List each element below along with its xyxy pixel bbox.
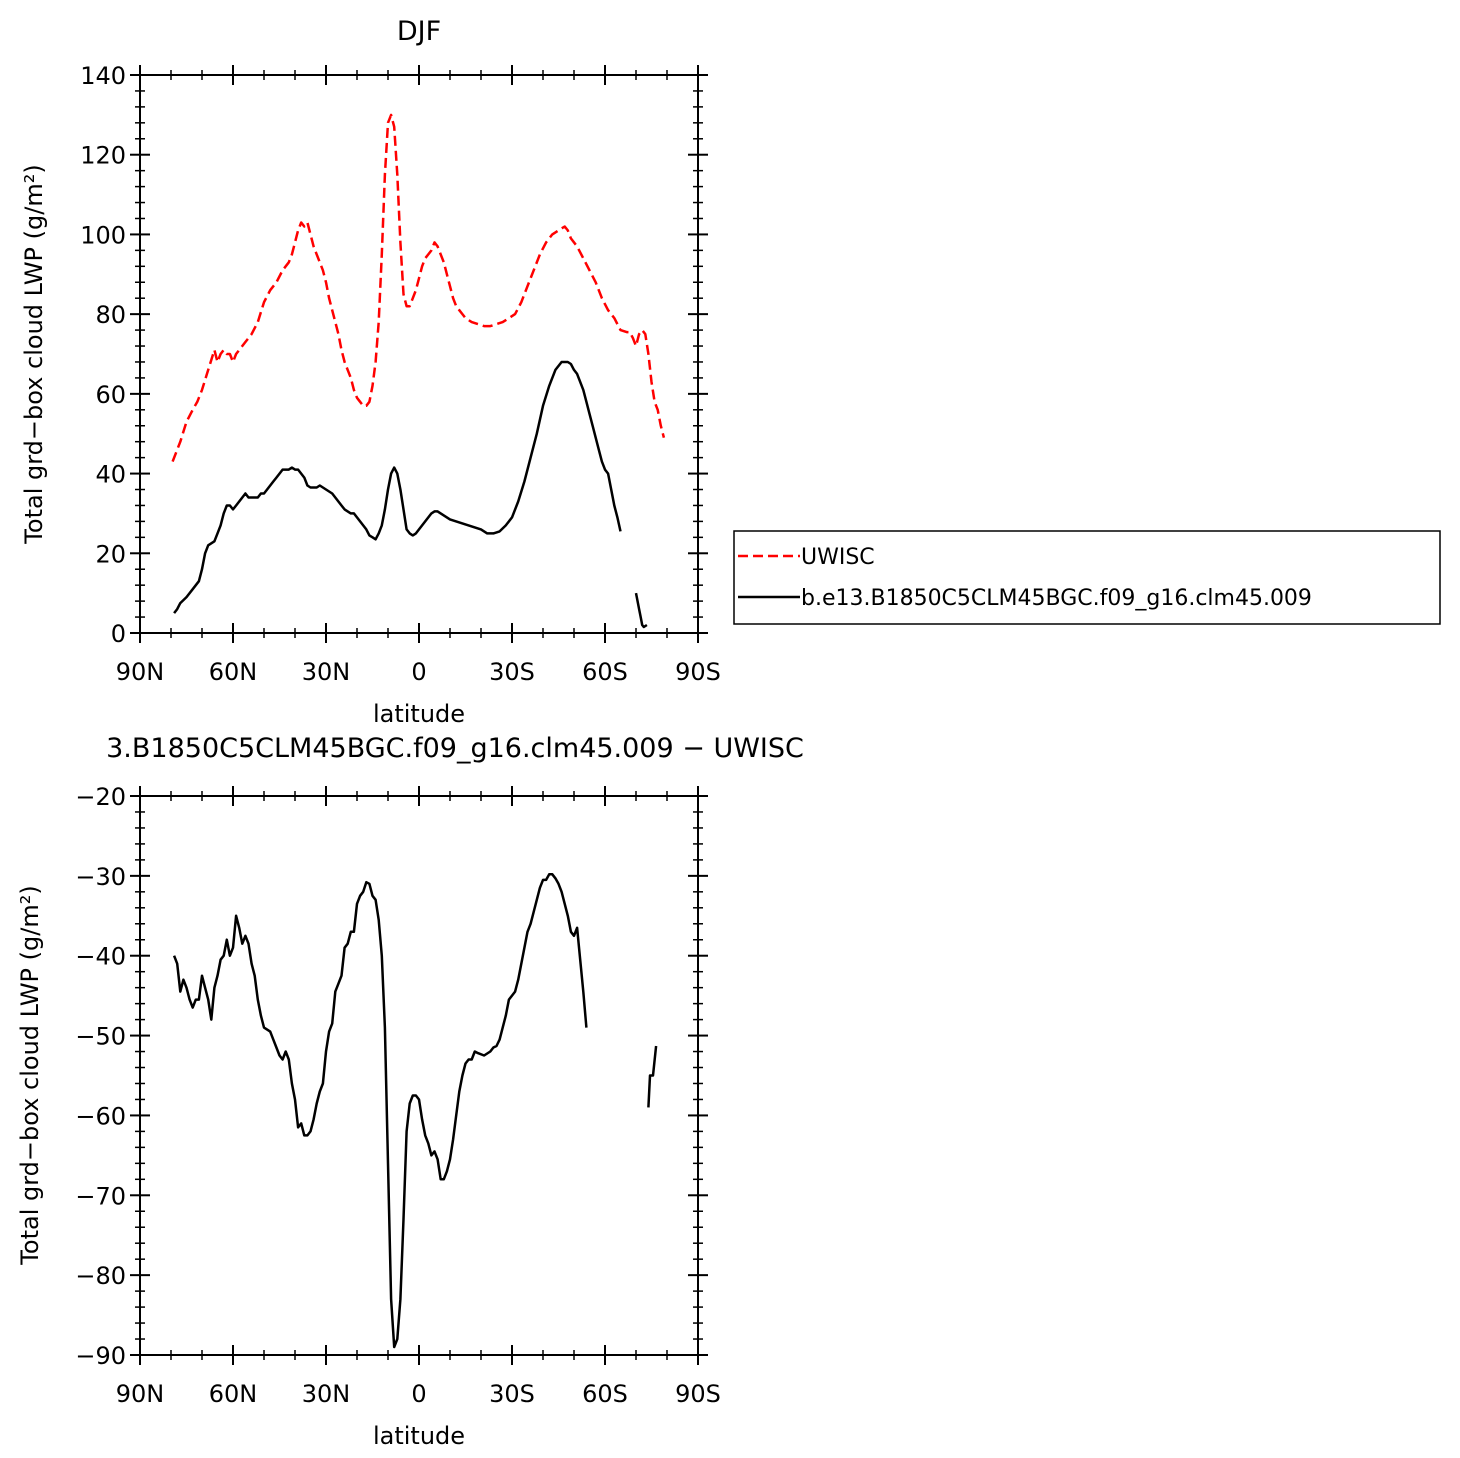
top-chart-xlabel: latitude xyxy=(373,700,465,728)
bottom-x-tick-label: 0 xyxy=(411,1380,426,1408)
top-x-tick-label: 90S xyxy=(675,658,721,686)
top-y-tick-label: 120 xyxy=(80,142,126,170)
bottom-series-line-0 xyxy=(172,873,588,1349)
bottom-chart-ticks xyxy=(130,786,708,1365)
bottom-chart-ylabel: Total grd−box cloud LWP (g/m²) xyxy=(16,885,44,1265)
top-x-tick-label: 90N xyxy=(116,658,165,686)
top-x-tick-label: 30N xyxy=(302,658,351,686)
top-chart-frame xyxy=(139,74,699,634)
legend-label-model: b.e13.B1850C5CLM45BGC.f09_g16.clm45.009 xyxy=(801,586,1312,611)
top-y-tick-label: 80 xyxy=(95,301,126,329)
bottom-chart-title: 3.B1850C5CLM45BGC.f09_g16.clm45.009 − UW… xyxy=(106,733,804,764)
top-chart-tick-labels: 90N 60N 30N 0 30S 60S 90S 0 20 40 60 80 100 120 140 xyxy=(80,62,721,686)
bottom-y-tick-label: −60 xyxy=(75,1102,126,1130)
top-chart-ylabel: Total grd−box cloud LWP (g/m²) xyxy=(20,164,48,544)
bottom-y-tick-label: −20 xyxy=(75,783,126,811)
bottom-y-tick-label: −70 xyxy=(75,1182,126,1210)
bottom-x-tick-label: 30N xyxy=(302,1380,351,1408)
top-x-tick-label: 0 xyxy=(411,658,426,686)
top-series-line-0 xyxy=(171,113,666,463)
bottom-chart-frame xyxy=(139,795,699,1356)
bottom-x-tick-label: 90S xyxy=(675,1380,721,1408)
bottom-x-tick-label: 30S xyxy=(489,1380,535,1408)
bottom-chart-tick-labels: 90N 60N 30N 0 30S 60S 90S −90 −80 −70 −60 −50 −40 −30… xyxy=(75,783,721,1408)
bottom-y-tick-label: −80 xyxy=(75,1262,126,1290)
bottom-series-line-0 xyxy=(647,1045,658,1108)
top-y-tick-label: 60 xyxy=(95,381,126,409)
bottom-chart-lines xyxy=(172,873,658,1349)
bottom-chart-xlabel: latitude xyxy=(373,1422,465,1450)
top-y-tick-label: 140 xyxy=(80,62,126,90)
top-series-line-1 xyxy=(634,592,648,629)
bottom-x-tick-label: 90N xyxy=(116,1380,165,1408)
top-chart-lines xyxy=(171,113,666,629)
top-chart-title: DJF xyxy=(397,16,441,47)
bottom-y-tick-label: −50 xyxy=(75,1023,126,1051)
bottom-y-tick-label: −30 xyxy=(75,863,126,891)
bottom-x-tick-label: 60N xyxy=(209,1380,258,1408)
top-x-tick-label: 60S xyxy=(582,658,628,686)
legend: UWISC b.e13.B1850C5CLM45BGC.f09_g16.clm4… xyxy=(733,530,1441,625)
top-y-tick-label: 20 xyxy=(95,540,126,568)
top-y-tick-label: 100 xyxy=(80,221,126,249)
top-x-tick-label: 60N xyxy=(209,658,258,686)
top-series-line-1 xyxy=(173,360,622,614)
top-y-tick-label: 40 xyxy=(95,461,126,489)
legend-box xyxy=(733,530,1441,625)
top-y-tick-label: 0 xyxy=(111,620,126,648)
bottom-x-tick-label: 60S xyxy=(582,1380,628,1408)
top-x-tick-label: 30S xyxy=(489,658,535,686)
bottom-y-tick-label: −90 xyxy=(75,1342,126,1370)
bottom-y-tick-label: −40 xyxy=(75,943,126,971)
legend-label-uwisc: UWISC xyxy=(801,545,875,570)
